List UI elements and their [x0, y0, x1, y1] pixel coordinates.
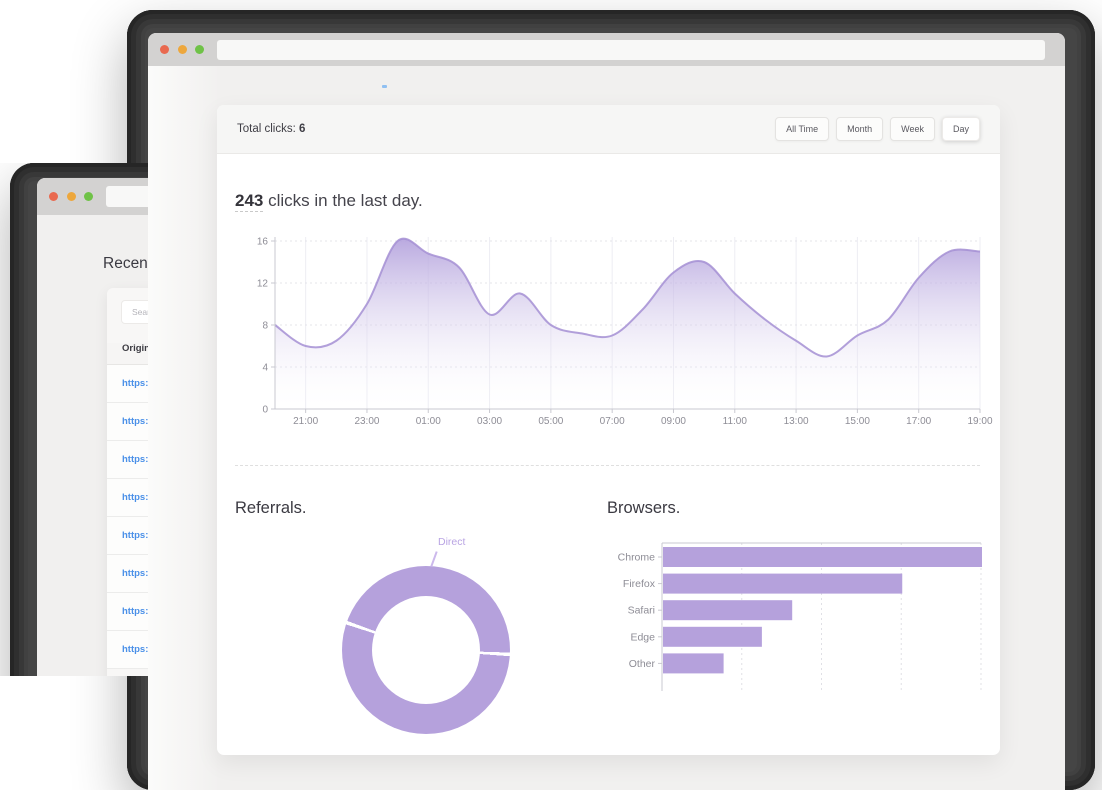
svg-text:Safari: Safari	[628, 605, 655, 617]
blue-dash-decoration	[382, 85, 387, 88]
svg-text:03:00: 03:00	[477, 416, 502, 427]
analytics-card: Total clicks: 6 All Time Month Week Day …	[217, 105, 1000, 755]
table-row: https://	[107, 479, 148, 517]
svg-text:15:00: 15:00	[845, 416, 870, 427]
svg-text:09:00: 09:00	[661, 416, 686, 427]
table-row: https://	[107, 593, 148, 631]
front-traffic-lights	[160, 45, 204, 54]
svg-text:12: 12	[257, 279, 269, 290]
filter-month-button[interactable]: Month	[836, 117, 884, 141]
referrals-title: Referrals.	[235, 499, 307, 517]
svg-text:16: 16	[257, 237, 269, 248]
left-edge-highlight	[148, 66, 220, 790]
browsers-title: Browsers.	[607, 499, 681, 517]
total-clicks-label: Total clicks: 6	[237, 123, 305, 135]
back-titlebar	[37, 178, 148, 215]
minimize-button[interactable]	[177, 45, 187, 54]
table-row: https://	[107, 441, 148, 479]
total-clicks-text: Total clicks:	[237, 123, 299, 135]
donut-hole	[372, 596, 480, 704]
stats-bar: Total clicks: 6 All Time Month Week Day	[217, 105, 1000, 154]
short-link[interactable]: https://	[122, 568, 148, 579]
short-link[interactable]: https://	[122, 606, 148, 617]
svg-text:07:00: 07:00	[600, 416, 625, 427]
clicks-headline-text: clicks in the last day.	[263, 191, 423, 210]
analytics-page: Total clicks: 6 All Time Month Week Day …	[148, 66, 1065, 790]
svg-text:23:00: 23:00	[354, 416, 379, 427]
minimize-button[interactable]	[66, 192, 76, 201]
table-row: https://	[107, 365, 148, 403]
donut-segment-label-direct: Direct	[438, 536, 466, 548]
browsers-bar-chart: Chrome Firefox Safari Edge Other	[618, 542, 982, 691]
svg-text:01:00: 01:00	[416, 416, 441, 427]
svg-text:11:00: 11:00	[723, 416, 748, 427]
svg-text:21:00: 21:00	[293, 416, 318, 427]
total-clicks-value: 6	[299, 123, 306, 135]
svg-text:05:00: 05:00	[538, 416, 563, 427]
back-browser-chrome: Recent links. Original URL https://https…	[37, 178, 148, 676]
svg-text:8: 8	[262, 321, 268, 332]
short-link[interactable]: https://	[122, 416, 148, 427]
short-link[interactable]: https://	[122, 530, 148, 541]
clicks-headline: 243 clicks in the last day.	[235, 191, 423, 212]
desktop: { "colors": { "accent_purple": "#b5a1dc"…	[0, 10, 1095, 790]
table-row: https://	[107, 555, 148, 593]
svg-text:17:00: 17:00	[906, 416, 931, 427]
zoom-button[interactable]	[195, 45, 204, 54]
filter-week-button[interactable]: Week	[890, 117, 935, 141]
short-link[interactable]: https://	[122, 644, 148, 655]
short-link[interactable]: https://	[122, 378, 148, 389]
clicks-count: 243	[235, 191, 264, 212]
donut-label-leader-line	[430, 551, 438, 567]
svg-text:19:00: 19:00	[967, 416, 992, 427]
svg-text:Edge: Edge	[630, 631, 655, 643]
short-link[interactable]: https://	[122, 492, 148, 503]
back-browser-window: Recent links. Original URL https://https…	[10, 163, 148, 676]
front-titlebar	[148, 33, 1065, 66]
referrals-donut-chart	[342, 566, 510, 734]
section-divider	[235, 465, 980, 466]
close-button[interactable]	[160, 45, 169, 54]
svg-text:4: 4	[262, 363, 268, 374]
search-input[interactable]	[121, 300, 148, 324]
zoom-button[interactable]	[84, 192, 93, 201]
svg-text:13:00: 13:00	[784, 416, 809, 427]
recent-links-card: Original URL https://https://https://htt…	[107, 288, 148, 676]
front-browser-chrome: Total clicks: 6 All Time Month Week Day …	[148, 33, 1065, 790]
address-bar[interactable]	[217, 39, 1045, 60]
time-filter-group: All Time Month Week Day	[768, 117, 980, 141]
table-header-original-url: Original URL	[107, 343, 148, 365]
svg-text:0: 0	[262, 405, 268, 416]
address-bar[interactable]	[106, 186, 148, 207]
filter-all-time-button[interactable]: All Time	[775, 117, 830, 141]
filter-day-button[interactable]: Day	[941, 117, 980, 141]
back-traffic-lights	[49, 192, 93, 201]
svg-text:Firefox: Firefox	[623, 578, 656, 590]
short-link[interactable]: https://	[122, 454, 148, 465]
svg-text:Other: Other	[629, 658, 656, 670]
table-row: https://	[107, 517, 148, 555]
svg-text:Chrome: Chrome	[618, 552, 656, 564]
links-table: https:// https:// https:// https:// https://…	[107, 365, 148, 669]
clicks-area-chart: 0 4 8 12 16 21:00 23:00 01:00 03:00 05:00 07:00 09:…	[257, 237, 993, 428]
close-button[interactable]	[49, 192, 58, 201]
back-window-clip-region: Recent links. Original URL https://https…	[0, 163, 148, 676]
back-page-content: Recent links. Original URL https://https…	[37, 215, 148, 676]
table-row: https://	[107, 631, 148, 669]
table-row: https://	[107, 403, 148, 441]
front-browser-window: Total clicks: 6 All Time Month Week Day …	[127, 10, 1095, 790]
recent-links-heading: Recent links.	[103, 255, 148, 272]
